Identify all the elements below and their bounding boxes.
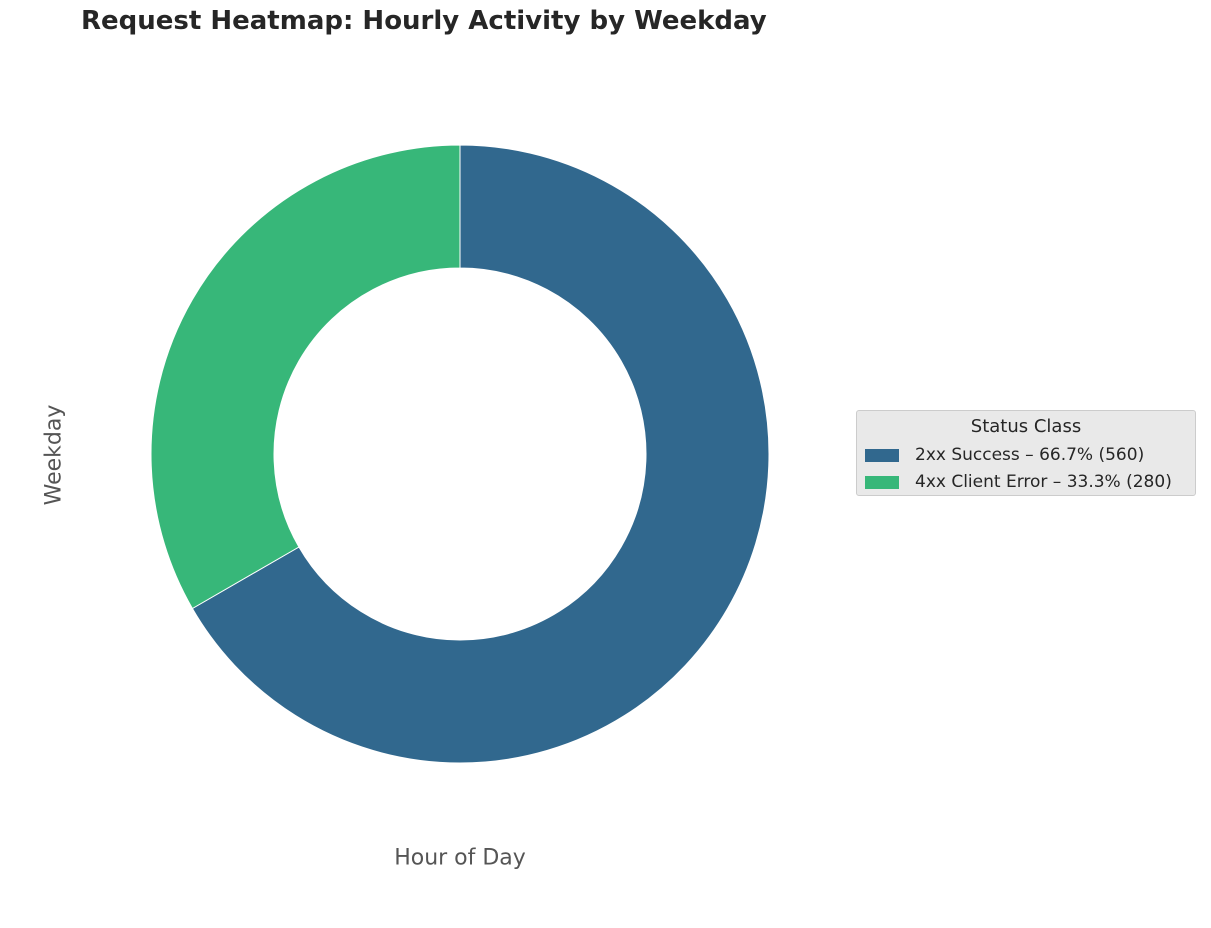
legend: Status Class 2xx Success – 66.7% (560) 4… [856,410,1196,496]
chart-title: Request Heatmap: Hourly Activity by Week… [81,6,767,36]
legend-swatch-4xx [865,475,899,489]
legend-label-4xx: 4xx Client Error – 33.3% (280) [915,472,1172,492]
y-axis-label: Weekday [41,404,67,506]
legend-label-2xx: 2xx Success – 66.7% (560) [915,445,1145,465]
legend-item-4xx: 4xx Client Error – 33.3% (280) [865,471,1172,493]
x-axis-label: Hour of Day [394,845,526,871]
legend-swatch-2xx [865,448,899,462]
donut-chart [150,144,770,764]
donut-slice-2xx [191,144,770,764]
donut-slice-4xx [150,144,461,610]
legend-item-2xx: 2xx Success – 66.7% (560) [865,444,1144,466]
legend-title: Status Class [970,416,1082,437]
